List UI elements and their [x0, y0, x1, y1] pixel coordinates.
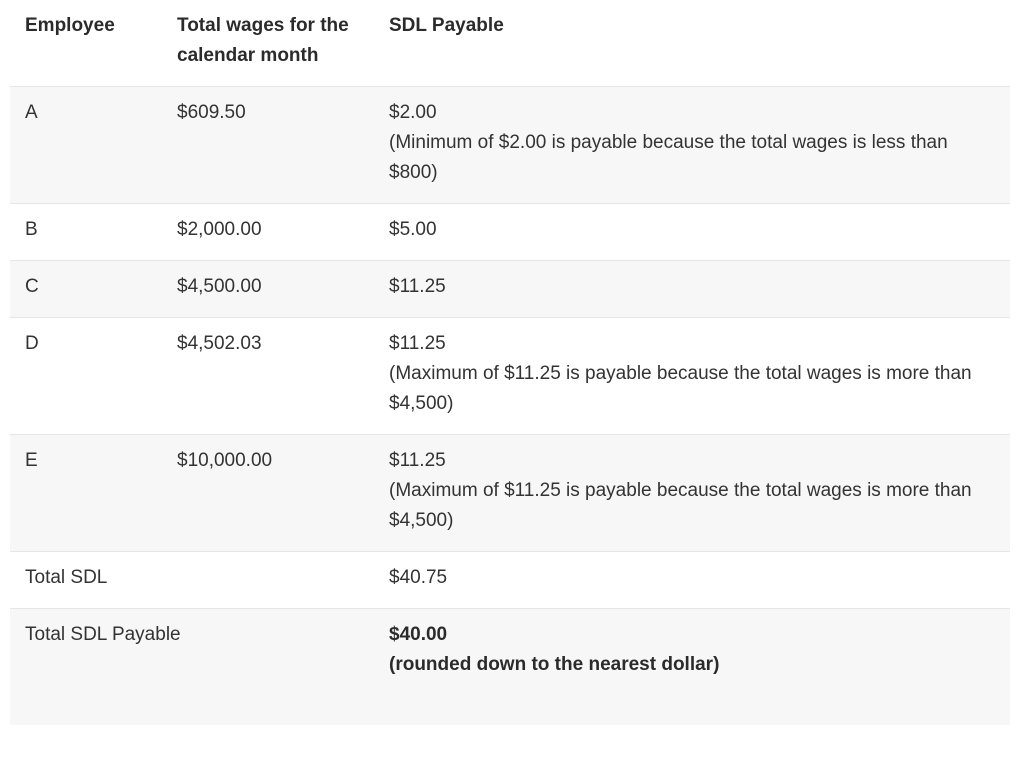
- total-sdl-value: $40.75: [389, 567, 448, 588]
- total-sdl-payable-label: Total SDL Payable: [25, 624, 181, 645]
- row-sdl-value: $11.25: [389, 450, 446, 471]
- total-sdl-row: Total SDL $40.75: [10, 551, 1010, 609]
- row-sdl-note: (Minimum of $2.00 is payable because the…: [389, 132, 948, 183]
- row-sdl-cell: $2.00 (Minimum of $2.00 is payable becau…: [374, 87, 1010, 204]
- row-employee: A: [25, 102, 38, 123]
- row-wages: $609.50: [177, 102, 246, 123]
- row-wages: $2,000.00: [177, 219, 262, 240]
- row-sdl-value: $11.25: [389, 333, 446, 354]
- header-row: Employee Total wages for the calendar mo…: [10, 0, 1010, 87]
- row-employee: E: [25, 450, 38, 471]
- header-total-wages: Total wages for the calendar month: [177, 15, 349, 66]
- row-sdl-value: $11.25: [389, 276, 446, 297]
- table-header: Employee Total wages for the calendar mo…: [10, 0, 1010, 87]
- row-sdl-note: (Maximum of $11.25 is payable because th…: [389, 480, 972, 531]
- row-employee: C: [25, 276, 39, 297]
- row-sdl-note: (Maximum of $11.25 is payable because th…: [389, 363, 972, 414]
- total-sdl-payable-row: Total SDL Payable $40.00 (rounded down t…: [10, 608, 1010, 726]
- table-row: C $4,500.00 $11.25: [10, 260, 1010, 318]
- row-sdl-cell: $11.25 (Maximum of $11.25 is payable bec…: [374, 435, 1010, 552]
- row-wages: $4,502.03: [177, 333, 262, 354]
- total-sdl-payable-value: $40.00: [389, 624, 448, 645]
- table-row: A $609.50 $2.00 (Minimum of $2.00 is pay…: [10, 86, 1010, 204]
- row-wages: $10,000.00: [177, 450, 273, 471]
- total-sdl-payable-note: (rounded down to the nearest dollar): [389, 654, 720, 675]
- header-sdl-payable: SDL Payable: [389, 15, 504, 36]
- total-sdl-payable-cell: $40.00 (rounded down to the nearest doll…: [374, 609, 1010, 726]
- table-body: A $609.50 $2.00 (Minimum of $2.00 is pay…: [10, 86, 1010, 726]
- sdl-table-container: Employee Total wages for the calendar mo…: [10, 0, 1010, 725]
- row-sdl-cell: $5.00: [374, 204, 1010, 261]
- row-sdl-cell: $11.25: [374, 261, 1010, 318]
- row-wages: $4,500.00: [177, 276, 262, 297]
- row-sdl-value: $2.00: [389, 102, 437, 123]
- sdl-table: Employee Total wages for the calendar mo…: [10, 0, 1010, 725]
- row-employee: D: [25, 333, 39, 354]
- total-sdl-label: Total SDL: [25, 567, 108, 588]
- table-row: D $4,502.03 $11.25 (Maximum of $11.25 is…: [10, 317, 1010, 435]
- header-employee: Employee: [25, 15, 115, 36]
- row-employee: B: [25, 219, 38, 240]
- row-sdl-cell: $11.25 (Maximum of $11.25 is payable bec…: [374, 318, 1010, 435]
- table-row: B $2,000.00 $5.00: [10, 203, 1010, 261]
- table-row: E $10,000.00 $11.25 (Maximum of $11.25 i…: [10, 434, 1010, 552]
- row-sdl-value: $5.00: [389, 219, 437, 240]
